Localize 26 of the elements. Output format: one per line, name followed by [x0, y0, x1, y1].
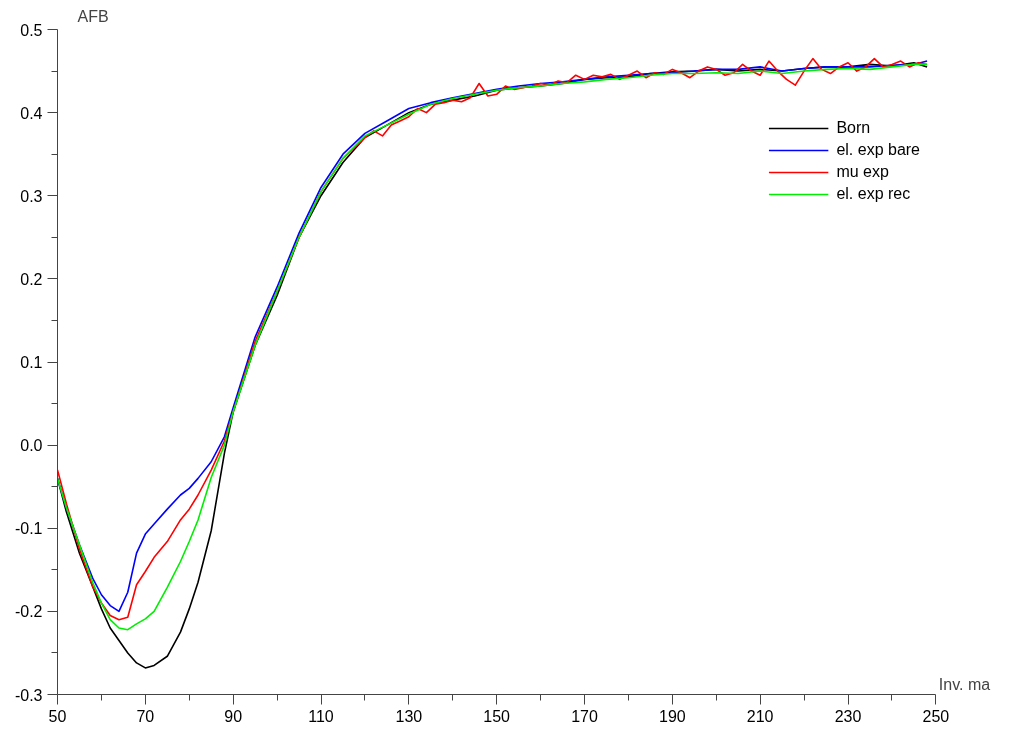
y-tick-label: 0.5 [20, 21, 43, 39]
y-tick-label: -0.2 [14, 603, 43, 621]
legend-label: Born [836, 119, 871, 137]
y-tick-label: 0.4 [20, 104, 43, 122]
x-tick-label: 250 [922, 707, 950, 725]
x-tick-label: 110 [308, 707, 334, 725]
x-tick-label: 190 [658, 707, 686, 725]
x-tick-label: 210 [746, 707, 774, 725]
legend-label: mu exp [836, 163, 889, 181]
x-tick-label: 230 [834, 707, 862, 725]
y-tick-label: 0.1 [20, 354, 43, 371]
x-tick-label: 90 [224, 707, 243, 725]
x-axis-title: Inv. ma [938, 675, 991, 693]
legend-label: el. exp rec [836, 185, 911, 203]
x-tick-label: 50 [48, 707, 67, 725]
x-tick-label: 150 [483, 707, 511, 725]
y-tick-label: 0.0 [20, 437, 43, 455]
x-tick-label: 130 [395, 707, 423, 725]
x-tick-label: 70 [136, 707, 155, 725]
y-tick-label: -0.3 [14, 686, 43, 704]
y-tick-label: 0.2 [20, 270, 43, 288]
y-axis-title: AFB [77, 7, 109, 25]
x-tick-label: 170 [571, 707, 598, 725]
y-tick-label: 0.3 [20, 187, 43, 205]
y-tick-label: -0.1 [14, 520, 43, 538]
legend-label: el. exp bare [836, 141, 920, 159]
